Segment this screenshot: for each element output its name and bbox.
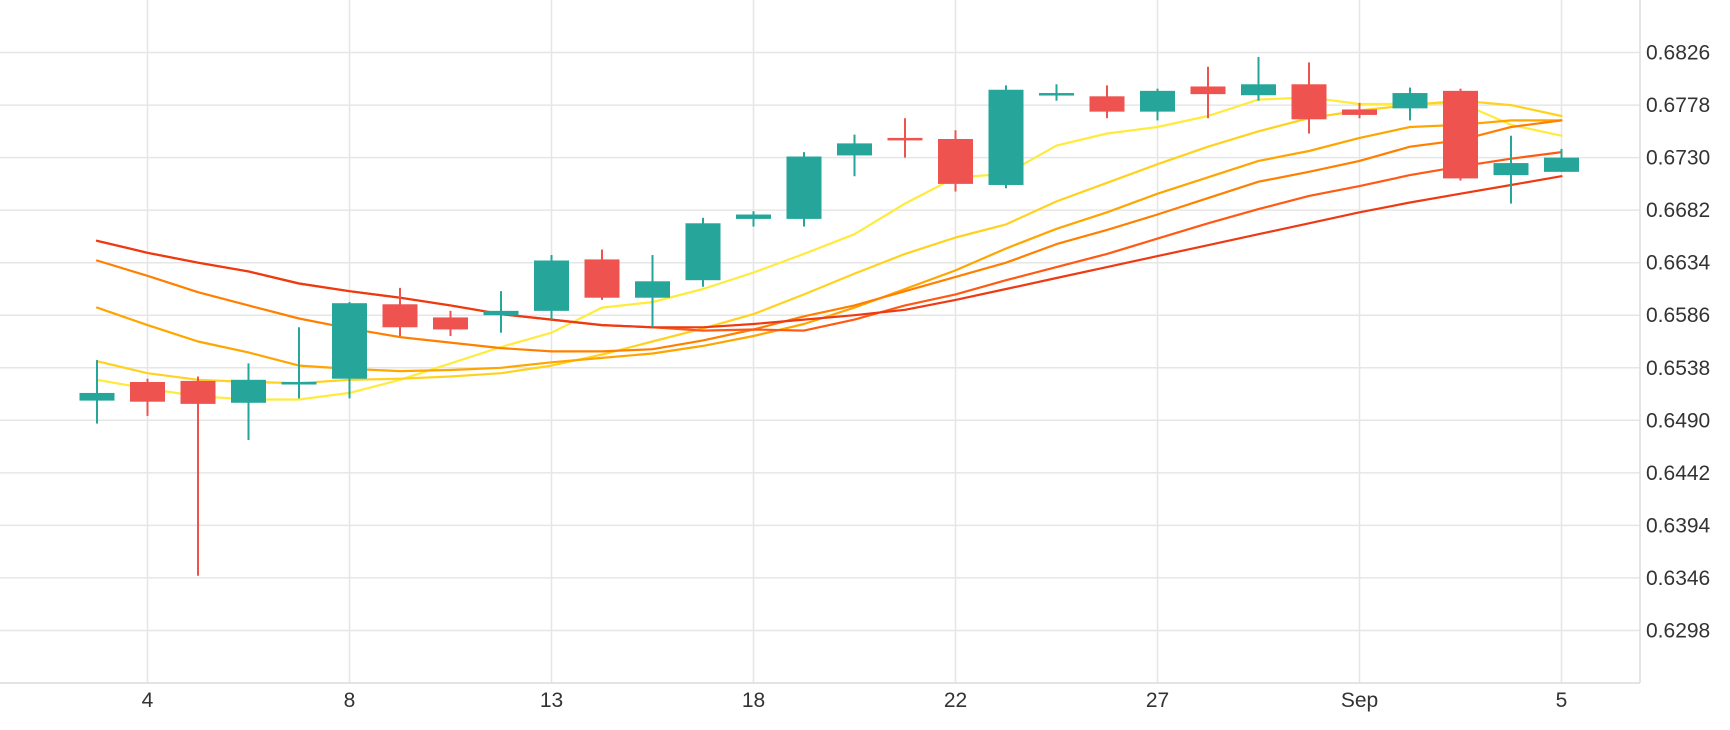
candle-down — [584, 249, 620, 300]
candle-body — [1493, 163, 1529, 176]
candle-body — [837, 143, 872, 156]
candle-body — [332, 303, 367, 379]
y-tick-label: 0.6346 — [1646, 567, 1710, 590]
y-tick-label: 0.6394 — [1646, 514, 1711, 537]
x-tick-label: 5 — [1556, 689, 1568, 712]
candle-up — [635, 255, 670, 328]
moving-average-line-5 — [95, 151, 1563, 332]
candle-up — [1241, 56, 1276, 101]
candle-down — [433, 310, 468, 337]
x-tick-label: 22 — [944, 689, 967, 712]
y-tick-label: 0.6490 — [1646, 409, 1710, 432]
candle-down — [1443, 88, 1478, 181]
x-tick-label: Sep — [1341, 689, 1378, 712]
axis-layer: 0.6826 0.6778 0.6730 0.6682 0.6634 0.6586 0.65… — [0, 0, 1711, 712]
candle-down — [1190, 66, 1226, 119]
candle-body — [736, 214, 771, 219]
y-tick-label: 0.6826 — [1646, 42, 1710, 65]
candle-up — [786, 152, 822, 227]
candle-body — [281, 381, 317, 385]
moving-average-layer — [95, 96, 1563, 401]
candle-up — [1544, 148, 1579, 172]
candle-up — [1039, 84, 1074, 101]
candle-body — [1443, 90, 1478, 179]
candle-body — [79, 392, 115, 401]
candle-down — [382, 287, 418, 337]
candle-body — [584, 259, 620, 298]
candle-body — [382, 304, 418, 328]
candle-body — [1392, 93, 1428, 109]
y-tick-label: 0.6634 — [1646, 252, 1711, 275]
candle-body — [483, 310, 519, 316]
candle-down — [887, 118, 923, 158]
candle-body — [1140, 90, 1175, 112]
candle-body — [231, 379, 266, 403]
candle-body — [180, 380, 216, 404]
candle-up — [483, 291, 519, 333]
x-tick-label: 4 — [142, 689, 154, 712]
candle-body — [988, 89, 1024, 185]
candle-up — [79, 360, 115, 424]
candle-down — [130, 378, 165, 416]
x-tick-label: 27 — [1146, 689, 1169, 712]
y-tick-label: 0.6298 — [1646, 619, 1710, 642]
candle-body — [1544, 157, 1579, 172]
candle-up — [1392, 87, 1428, 121]
candle-body — [534, 260, 569, 311]
candle-body — [786, 156, 822, 219]
candle-down — [1342, 102, 1377, 119]
y-tick-label: 0.6682 — [1646, 199, 1710, 222]
candle-body — [1089, 96, 1125, 112]
candle-body — [1190, 86, 1226, 95]
candle-down — [1291, 62, 1327, 134]
candle-body — [1241, 84, 1276, 96]
candle-up — [534, 255, 569, 320]
candle-up — [332, 302, 367, 399]
candle-body — [887, 137, 923, 141]
candle-up — [1493, 135, 1529, 204]
x-tick-label: 8 — [344, 689, 356, 712]
candle-up — [736, 211, 771, 227]
candle-body — [938, 139, 973, 184]
y-tick-label: 0.6538 — [1646, 357, 1710, 380]
y-tick-label: 0.6442 — [1646, 462, 1710, 485]
candle-up — [281, 327, 317, 399]
candle-down — [938, 130, 973, 192]
candle-up — [685, 217, 721, 287]
candle-body — [433, 317, 468, 330]
candle-down — [1089, 85, 1125, 119]
candle-body — [1039, 93, 1074, 96]
y-tick-label: 0.6586 — [1646, 304, 1710, 327]
moving-average-line-6 — [95, 175, 1563, 329]
x-tick-label: 18 — [742, 689, 765, 712]
candle-layer — [79, 56, 1579, 576]
candle-up — [837, 134, 872, 177]
candle-body — [635, 281, 670, 298]
candle-up — [1140, 88, 1175, 121]
candle-body — [130, 381, 165, 402]
candle-body — [1342, 109, 1377, 115]
candle-body — [1291, 84, 1327, 120]
y-tick-label: 0.6778 — [1646, 94, 1710, 117]
candle-body — [685, 223, 721, 281]
candle-up — [988, 85, 1024, 189]
candle-up — [231, 363, 266, 441]
candle-down — [180, 376, 216, 576]
y-tick-label: 0.6730 — [1646, 147, 1710, 170]
x-tick-label: 13 — [540, 689, 563, 712]
